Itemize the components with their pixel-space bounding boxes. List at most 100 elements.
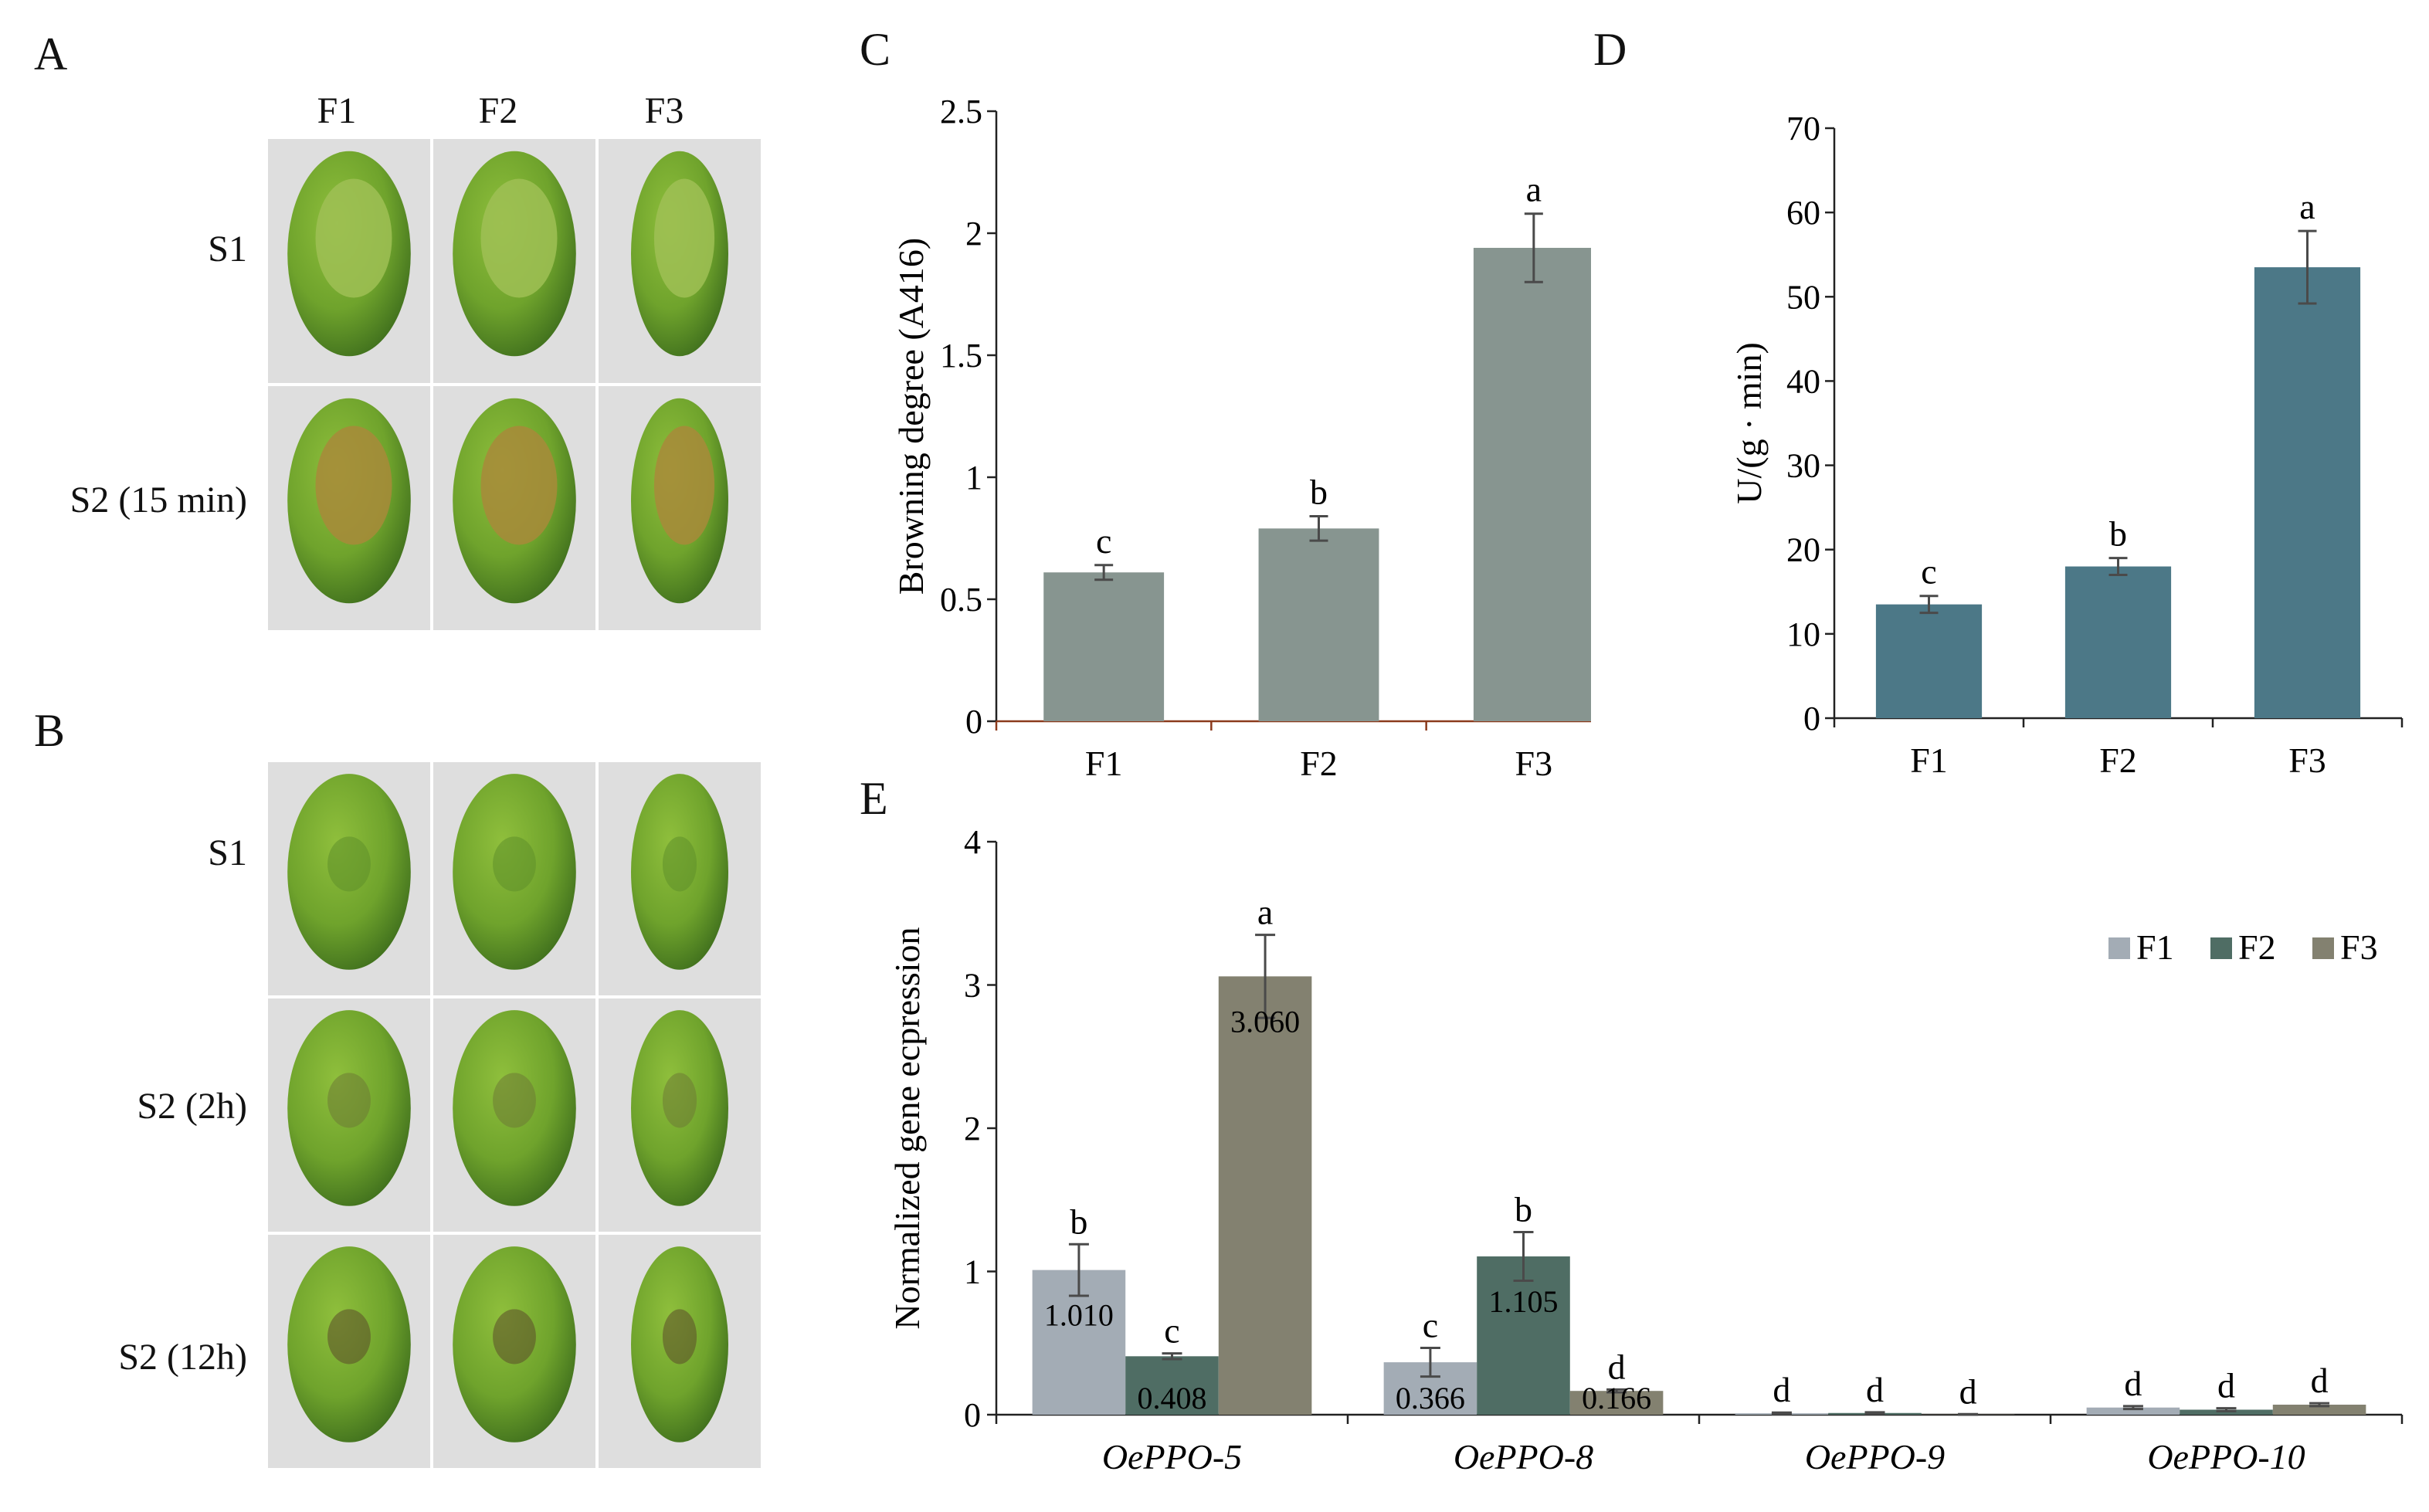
chart-d-bar-f1 xyxy=(1875,604,1983,718)
chart-e-data-label: 0.166 xyxy=(1582,1381,1651,1415)
panel-b-photo-r2-c2 xyxy=(433,998,595,1232)
olive-cut-wound xyxy=(653,178,715,298)
chart-d-enzyme-activity: 0 10 20 30 40 50 60 70 U/(g · min) c F1 b F2 a F3 xyxy=(1729,110,2404,780)
panel-a-row-label-s2: S2 (15 min) xyxy=(70,480,247,520)
chart-e-legend-swatch-f3 xyxy=(2312,937,2334,959)
chart-e-legend-swatch-f1 xyxy=(2108,937,2130,959)
panel-d-letter: D xyxy=(1593,24,1627,75)
chart-c-y-tick-label: 2.5 xyxy=(940,93,982,131)
chart-c-x-tick-label: F3 xyxy=(1515,744,1553,783)
olive-illustration xyxy=(287,398,411,604)
chart-e-sig-letter: d xyxy=(2217,1366,2235,1405)
olive-bruise xyxy=(662,1073,697,1128)
chart-e-sig-letter: d xyxy=(2124,1364,2142,1403)
panel-e-letter: E xyxy=(860,773,888,824)
olive-illustration xyxy=(287,1010,411,1206)
chart-d-bar-f2 xyxy=(2064,566,2172,718)
olive-cut-wound xyxy=(653,425,715,545)
chart-c-y-tick-label: 2 xyxy=(965,215,982,253)
panel-a-col-label-f2: F2 xyxy=(478,90,518,131)
chart-e-bar-oeppo-5-f3 xyxy=(1218,976,1312,1415)
panel-a-photo-r2-c3 xyxy=(599,386,761,630)
panel-a-photo-r1-c3 xyxy=(599,139,761,383)
chart-e-sig-letter: c xyxy=(1423,1306,1438,1345)
chart-e-bar-oeppo-10-f1 xyxy=(2086,1407,2180,1415)
chart-e-sig-letter: d xyxy=(1959,1371,1977,1411)
chart-c-bar-f2 xyxy=(1258,528,1379,721)
olive-illustration xyxy=(453,151,576,357)
panel-b-photo-r2-c3 xyxy=(599,998,761,1232)
panel-a-col-label-f1: F1 xyxy=(317,90,357,131)
chart-d-sig-letter: c xyxy=(1921,552,1936,592)
chart-e-sig-letter: a xyxy=(1257,893,1273,932)
olive-illustration xyxy=(631,774,728,970)
panel-b-row-label-s2-12h: S2 (12h) xyxy=(118,1337,247,1378)
panel-a-photo-r1-c1 xyxy=(268,139,430,383)
chart-d-y-tick-label: 40 xyxy=(1786,362,1820,400)
chart-e-data-label: 1.010 xyxy=(1044,1298,1114,1333)
olive-illustration xyxy=(453,774,576,970)
chart-e-y-tick-label: 2 xyxy=(964,1110,981,1148)
panel-a-letter: A xyxy=(34,29,68,80)
panel-b-row-label-s2-2h: S2 (2h) xyxy=(137,1086,247,1127)
chart-e-data-label: 1.105 xyxy=(1489,1284,1559,1319)
chart-e-x-tick-label: OePPO-5 xyxy=(1102,1437,1242,1476)
olive-illustration xyxy=(631,151,728,357)
olive-illustration xyxy=(453,398,576,604)
olive-cut-wound xyxy=(315,178,392,298)
chart-c-y-axis-label: Browning degree (A416) xyxy=(891,238,931,595)
panel-a-photo-r1-c2 xyxy=(433,139,595,383)
olive-illustration xyxy=(631,1246,728,1443)
chart-d-y-axis-label: U/(g · min) xyxy=(1729,342,1769,504)
olive-illustration xyxy=(631,398,728,604)
panel-b-row-label-s1: S1 xyxy=(208,832,247,873)
panel-b-photo-r1-c1 xyxy=(268,762,430,995)
olive-cut-wound xyxy=(480,178,558,298)
chart-c-bar-f3 xyxy=(1473,247,1591,721)
chart-e-bar-oeppo-10-f3 xyxy=(2272,1405,2366,1415)
panel-a-row-label-s1: S1 xyxy=(208,229,247,270)
chart-e-legend-label-f3: F3 xyxy=(2340,927,2378,967)
olive-illustration xyxy=(453,1246,576,1443)
chart-c-y-tick-label: 0 xyxy=(965,703,982,741)
olive-bruise xyxy=(327,1073,371,1128)
panel-b-photo-r2-c1 xyxy=(268,998,430,1232)
panel-b-photo-r3-c3 xyxy=(599,1235,761,1468)
chart-e-y-tick-label: 3 xyxy=(964,967,981,1005)
chart-e-bar-oeppo-8-f3 xyxy=(1569,1391,1664,1415)
chart-c-browning-degree: 0 0.5 1 1.5 2 2.5 Browning degree (A416) c F1 b F2… xyxy=(891,93,1591,783)
chart-c-sig-letter: b xyxy=(1310,473,1328,512)
chart-e-sig-letter: d xyxy=(1773,1370,1790,1409)
chart-d-y-tick-label: 20 xyxy=(1786,531,1820,569)
chart-e-data-label: 0.408 xyxy=(1138,1381,1207,1415)
panel-b-photo-r1-c3 xyxy=(599,762,761,995)
chart-e-x-tick-label: OePPO-8 xyxy=(1454,1437,1593,1476)
chart-e-y-tick-label: 0 xyxy=(964,1396,981,1434)
olive-illustration xyxy=(453,1010,576,1206)
chart-d-y-tick-label: 70 xyxy=(1786,110,1820,147)
chart-c-x-tick-label: F1 xyxy=(1085,744,1123,783)
chart-e-legend-swatch-f2 xyxy=(2210,937,2232,959)
chart-c-x-tick-label: F2 xyxy=(1300,744,1338,783)
panel-b-letter: B xyxy=(34,705,66,756)
chart-e-legend-label-f1: F1 xyxy=(2136,927,2174,967)
chart-e-sig-letter: d xyxy=(2311,1361,2329,1400)
chart-e-gene-expression: 0 1 2 3 4 Normalized gene ecpression b 1.010 c 0.… xyxy=(887,823,2404,1476)
chart-d-y-tick-label: 10 xyxy=(1786,615,1820,653)
chart-c-y-tick-label: 0.5 xyxy=(940,581,982,619)
chart-e-bar-oeppo-8-f2 xyxy=(1477,1256,1570,1415)
chart-e-sig-letter: b xyxy=(1515,1189,1532,1229)
olive-cut-wound xyxy=(315,425,392,545)
chart-e-x-tick-label: OePPO-10 xyxy=(2147,1437,2305,1476)
chart-c-y-tick-label: 1 xyxy=(965,459,982,497)
olive-bruise xyxy=(662,1309,697,1365)
olive-cut-wound xyxy=(480,425,558,545)
chart-d-bar-f3 xyxy=(2254,267,2361,718)
chart-e-sig-letter: b xyxy=(1070,1202,1087,1241)
olive-bruise xyxy=(327,1309,371,1365)
olive-illustration xyxy=(287,1246,411,1443)
olive-bruise xyxy=(493,1309,536,1365)
chart-e-x-tick-label: OePPO-9 xyxy=(1805,1437,1945,1476)
chart-e-legend-label-f2: F2 xyxy=(2238,927,2276,967)
panel-a-photo-r2-c1 xyxy=(268,386,430,630)
